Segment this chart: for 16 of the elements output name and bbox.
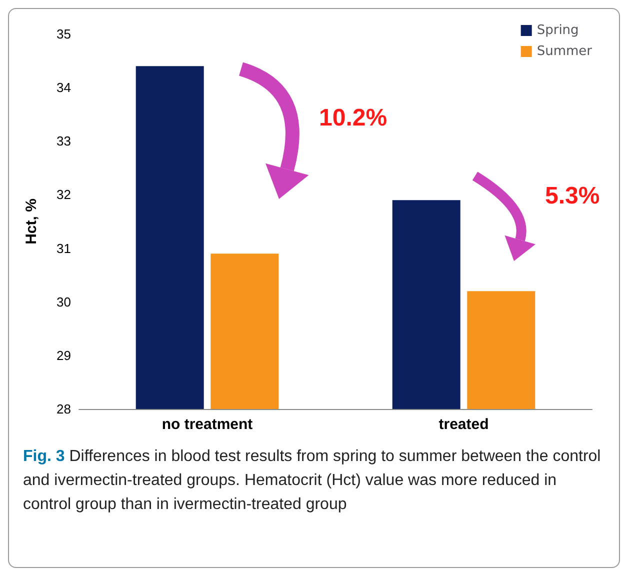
legend-label: Summer [536, 44, 593, 59]
x-tick-label: treated [438, 416, 489, 433]
annotation: 5.3% [545, 182, 600, 210]
caption: Fig. 3 Differences in blood test results from spring to summer between the control and ivermectin-treated groups. Hematocrit (Hct) value was more reduced in control group than in ivermectin-treated group [22, 447, 602, 515]
y-tick-label: 32 [56, 187, 71, 202]
x-tick-label: no treatment [162, 416, 253, 433]
y-tick-label: 35 [56, 26, 71, 42]
y-tick-label: 31 [56, 240, 71, 256]
y-tick-label: 29 [56, 348, 71, 363]
y-tick-label: 33 [56, 134, 71, 149]
y-axis-title: Hct, % [23, 198, 40, 244]
annotation: 10.2% [319, 104, 388, 132]
legend-label: Spring [536, 23, 579, 38]
y-tick-label: 28 [56, 402, 71, 416]
y-tick-label: 34 [56, 80, 71, 96]
y-tick-label: 30 [56, 294, 71, 310]
